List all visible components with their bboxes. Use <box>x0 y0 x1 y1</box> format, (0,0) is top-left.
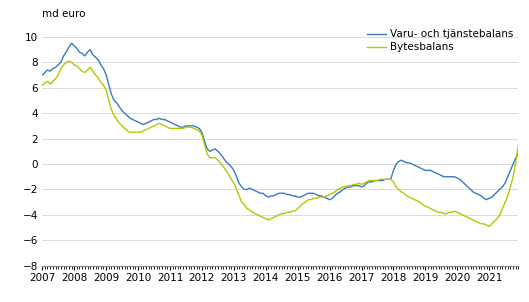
Text: md euro: md euro <box>42 9 86 19</box>
Line: Varu- och tjänstebalans: Varu- och tjänstebalans <box>42 43 529 200</box>
Line: Bytesbalans: Bytesbalans <box>42 61 529 226</box>
Legend: Varu- och tjänstebalans, Bytesbalans: Varu- och tjänstebalans, Bytesbalans <box>367 29 513 53</box>
